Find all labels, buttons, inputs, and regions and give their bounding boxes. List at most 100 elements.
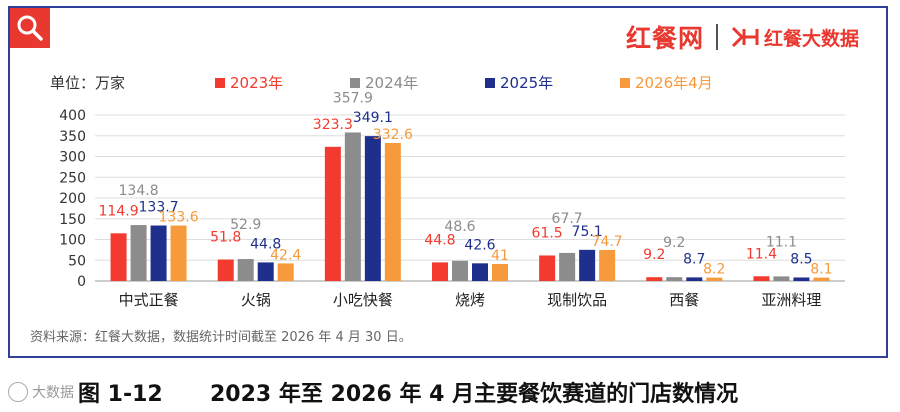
bar	[773, 276, 790, 281]
legend-item: 2026年4月	[620, 72, 713, 93]
data-label: 11.1	[766, 234, 797, 250]
bar	[150, 225, 167, 281]
data-label: 133.6	[159, 210, 199, 226]
data-label: 8.2	[703, 262, 725, 278]
bar	[666, 277, 683, 281]
watermark-text: 大数据	[32, 385, 74, 401]
legend-swatch	[620, 77, 630, 88]
bar	[364, 136, 381, 281]
legend-swatch	[350, 77, 360, 88]
data-label: 9.2	[643, 247, 665, 263]
legend-label: 2024年	[365, 74, 419, 92]
brand-divider	[716, 24, 719, 50]
legend-item: 2023年	[215, 72, 283, 93]
bar	[277, 263, 294, 281]
data-label: 9.2	[663, 235, 685, 251]
legend-swatch	[215, 77, 225, 88]
bar	[793, 277, 810, 281]
bar	[753, 276, 770, 281]
brand-logo: 红餐网 红餐大数据	[626, 22, 860, 53]
x-tick-label: 中式正餐	[119, 291, 179, 309]
bar-chart: 050100150200250300350400114.9134.8133.71…	[59, 90, 845, 309]
y-tick-label: 100	[59, 233, 86, 249]
watermark: 大数据	[8, 382, 74, 402]
data-label: 61.5	[532, 225, 563, 241]
bar	[237, 259, 254, 281]
x-tick-label: 火锅	[241, 291, 271, 309]
chart-frame	[8, 6, 888, 358]
data-label: 48.6	[444, 219, 475, 235]
legend-item: 2024年	[350, 72, 418, 93]
bar	[472, 263, 488, 281]
data-label: 323.3	[313, 117, 353, 133]
x-tick-label: 西餐	[669, 291, 699, 309]
bar	[599, 249, 616, 281]
search-icon	[17, 15, 43, 41]
bar	[686, 277, 703, 281]
bar	[324, 146, 341, 281]
bar	[130, 225, 147, 281]
data-label: 44.8	[250, 236, 281, 252]
bar	[110, 233, 127, 281]
bar	[432, 262, 448, 281]
y-tick-label: 300	[59, 150, 86, 166]
data-label: 51.8	[210, 230, 241, 246]
legend-item: 2025年	[485, 72, 553, 93]
data-label: 332.6	[373, 127, 413, 143]
bar	[257, 262, 274, 281]
figure-number: 图 1-12	[78, 382, 163, 407]
bar	[492, 263, 508, 281]
bar	[559, 252, 576, 281]
y-tick-label: 250	[59, 170, 86, 186]
data-label: 349.1	[353, 110, 393, 126]
data-label: 44.8	[424, 232, 455, 248]
data-label: 74.7	[592, 234, 623, 250]
y-tick-label: 150	[59, 212, 86, 228]
legend-swatch	[485, 77, 495, 88]
x-tick-label: 烧烤	[455, 291, 485, 309]
data-label: 8.7	[683, 251, 705, 267]
bar	[813, 277, 830, 281]
data-label: 67.7	[552, 211, 583, 227]
y-tick-label: 400	[59, 108, 86, 124]
y-tick-label: 50	[68, 253, 86, 269]
legend-label: 2026年4月	[635, 74, 713, 92]
data-label: 8.1	[810, 262, 832, 278]
bar	[452, 260, 468, 281]
legend-label: 2023年	[230, 74, 284, 92]
y-tick-label: 0	[77, 274, 86, 290]
y-tick-label: 350	[59, 129, 86, 145]
data-label: 52.9	[230, 217, 261, 233]
data-label: 42.4	[270, 247, 301, 263]
legend-label: 2025年	[500, 74, 554, 92]
x-tick-label: 亚洲料理	[761, 291, 821, 309]
bar	[646, 277, 663, 281]
bar	[579, 249, 596, 281]
data-label: 114.9	[99, 203, 139, 219]
brand-subtitle: 红餐大数据	[764, 27, 860, 50]
bar	[384, 142, 401, 281]
unit-label: 单位：万家	[50, 74, 126, 92]
data-label: 41	[491, 248, 509, 264]
watermark-logo-icon	[8, 382, 28, 402]
y-tick-label: 200	[59, 191, 86, 207]
brand-name: 红餐网	[626, 24, 705, 53]
data-label: 133.7	[139, 200, 179, 216]
data-label: 75.1	[572, 224, 603, 240]
bar	[170, 225, 187, 281]
figure-title: 2023 年至 2026 年 4 月主要餐饮赛道的门店数情况	[210, 382, 739, 407]
data-label: 42.6	[464, 237, 495, 253]
x-tick-label: 小吃快餐	[333, 291, 393, 309]
figure-caption: 图 1-12 2023 年至 2026 年 4 月主要餐饮赛道的门店数情况	[0, 370, 900, 412]
bar	[344, 132, 361, 281]
x-tick-label: 现制饮品	[547, 291, 607, 309]
bigdata-logo-icon	[731, 26, 759, 48]
bar	[706, 277, 723, 281]
search-badge	[10, 8, 50, 48]
data-label: 8.5	[790, 251, 812, 267]
bar	[217, 259, 234, 281]
data-label: 134.8	[119, 183, 159, 199]
data-label: 357.9	[333, 90, 373, 106]
data-label: 11.4	[746, 246, 777, 262]
source-note: 资料来源：红餐大数据，数据统计时间截至 2026 年 4 月 30 日。	[30, 330, 412, 345]
